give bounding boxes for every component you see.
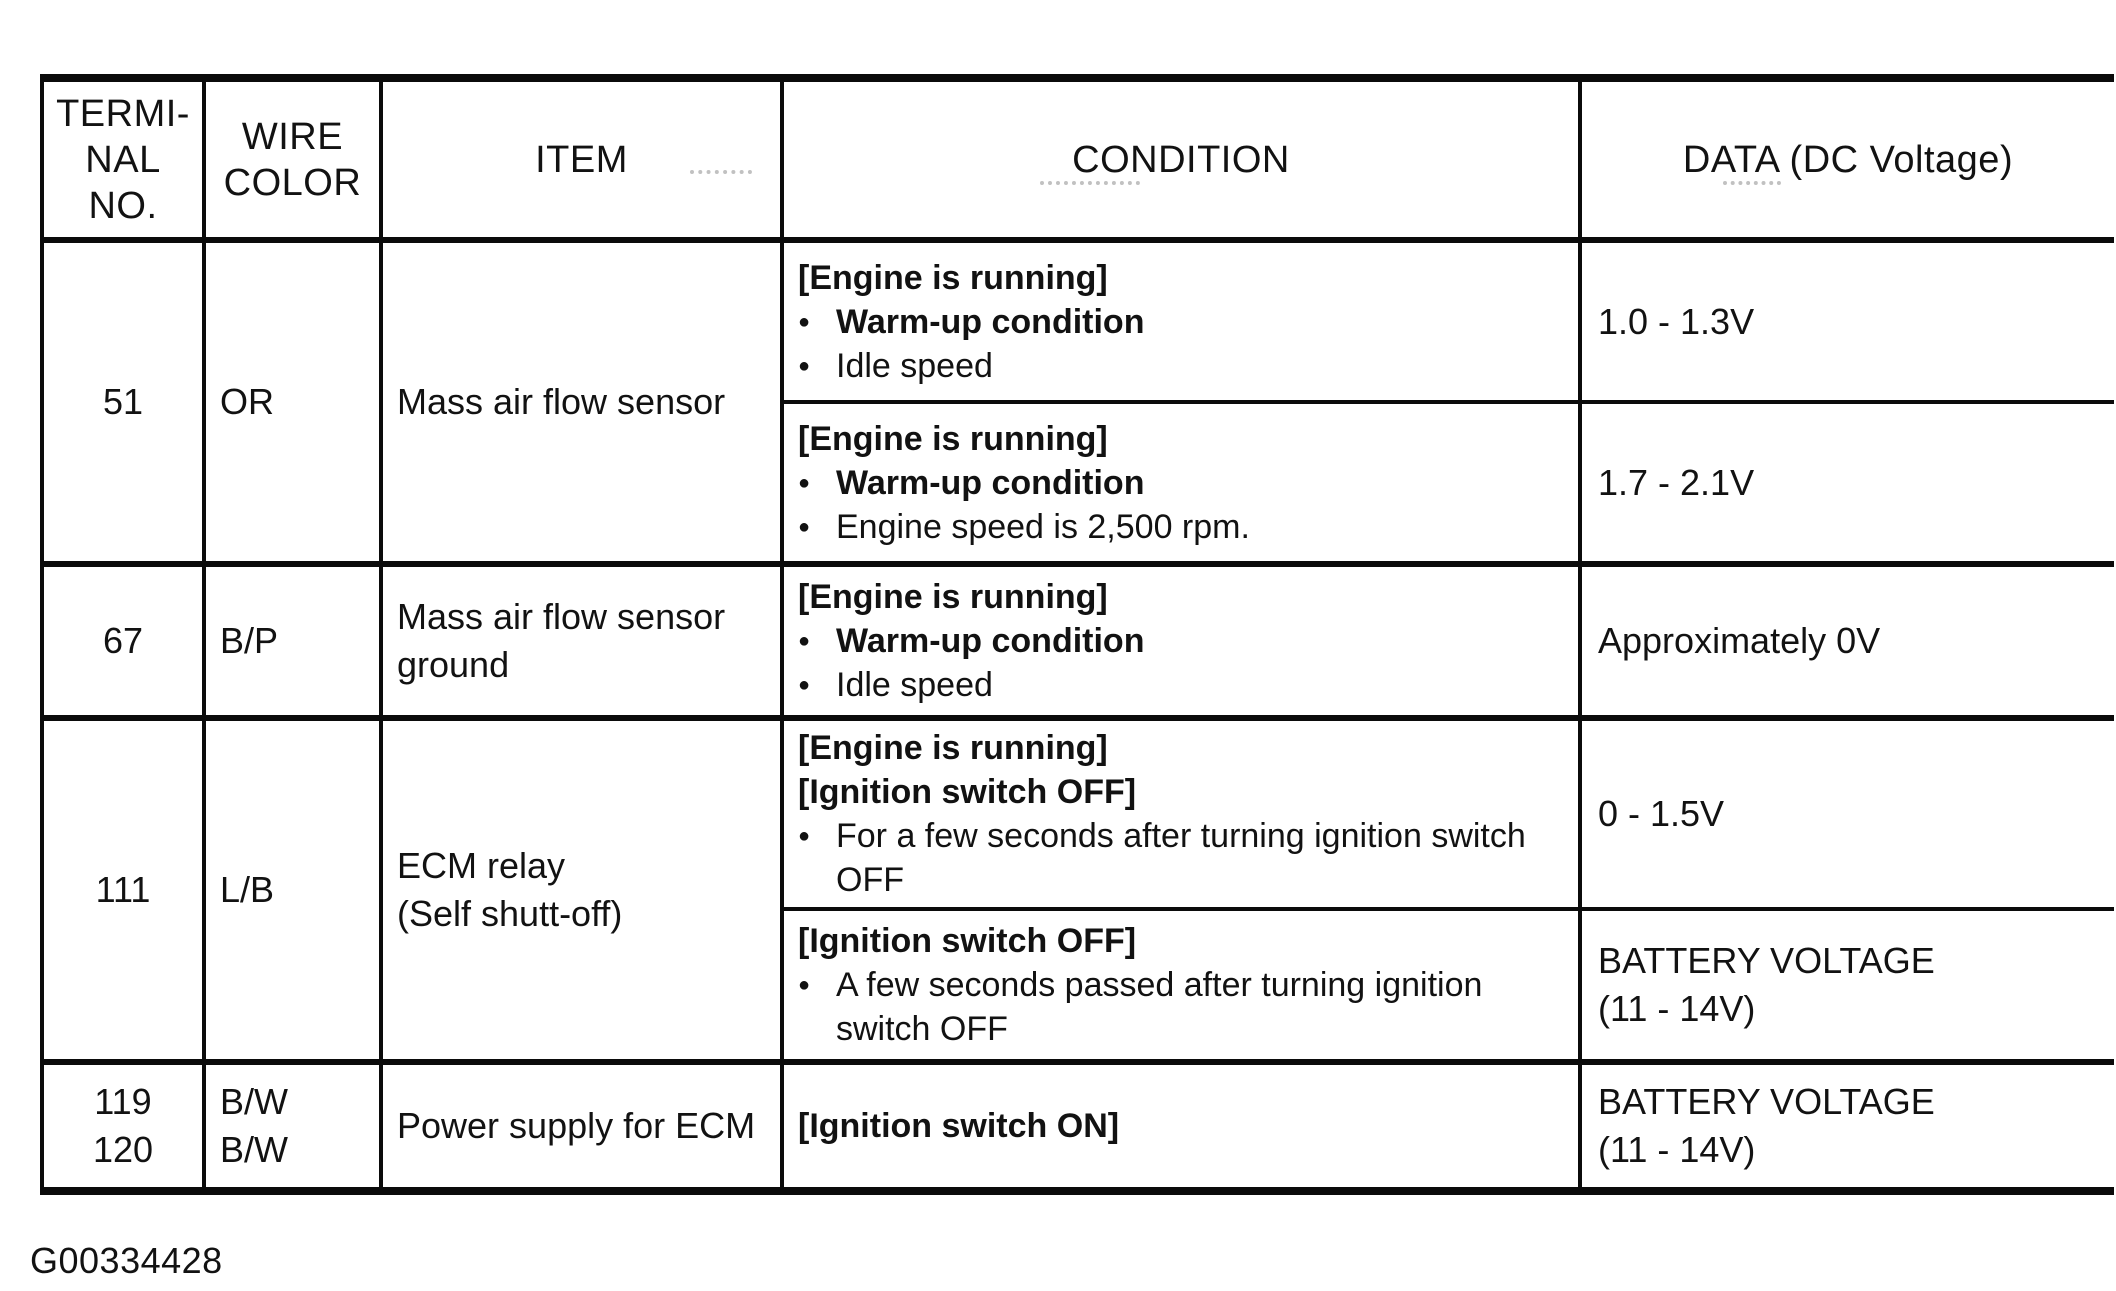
condition-line: [Ignition switch OFF] [798,922,1137,960]
condition-line: [Engine is running] [798,578,1108,616]
condition-line: ● Warm-up condition [798,461,1574,505]
scan-artifact-dots [690,170,752,174]
bullet-icon: ● [798,674,811,696]
figure-code: G00334428 [30,1240,223,1281]
condition-cell: [Ignition switch ON] [784,1065,1582,1187]
bullet-icon: ● [798,630,811,652]
table-header-row: TERMI- NAL NO. WIRE COLOR ITEM CONDITION… [44,82,2114,243]
condition-line: ● Warm-up condition [798,619,1574,663]
condition-subrow: [Ignition switch ON] BATTERY VOLTAGE (11… [784,1065,2114,1187]
condition-subrow: [Ignition switch OFF] ● A few seconds pas… [784,907,2114,1059]
terminal-cell: 51 [44,243,206,561]
condition-subrow: [Engine is running] ● Warm-up condition ●… [784,243,2114,400]
condition-line: [Engine is running] [798,419,1108,458]
condition-line: ● Engine speed is 2,500 rpm. [798,505,1574,549]
condition-line: ● For a few seconds after turning ignitio… [798,814,1574,902]
terminal-cell: 119 120 [44,1065,206,1187]
wire-color-cell: B/P [206,567,383,715]
table-row: 119 120 B/W B/W Power supply for ECM [Ig… [44,1065,2114,1187]
wire-color-cell: L/B [206,721,383,1059]
bullet-icon: ● [798,310,811,333]
wire-color-cell: OR [206,243,383,561]
header-condition: CONDITION [784,82,1582,237]
item-cell: Power supply for ECM [383,1065,784,1187]
bullet-icon: ● [798,354,811,377]
condition-cell: [Engine is running] ● Warm-up condition ●… [784,567,1582,715]
scan-artifact-dots [1040,181,1140,185]
header-item: ITEM [383,82,784,237]
scan-artifact-dots [1723,181,1781,185]
data-cell: Approximately 0V [1598,620,1881,661]
condition-line: [Ignition switch ON] [798,1107,1120,1145]
table-row: 51 OR Mass air flow sensor [Engine is ru… [44,243,2114,567]
header-terminal-no: TERMI- NAL NO. [44,82,206,237]
item-cell: ECM relay (Self shutt-off) [383,721,784,1059]
condition-cell: [Engine is running] [Ignition switch OFF… [784,721,1582,907]
condition-line: ● Warm-up condition [798,300,1574,344]
condition-line: ● Idle speed [798,344,1574,388]
condition-data-block: [Engine is running] ● Warm-up condition ●… [784,567,2114,715]
wire-color-cell: B/W B/W [206,1065,383,1187]
bullet-icon: ● [798,471,811,494]
data-cell: 0 - 1.5V [1598,793,1725,834]
header-data: DATA (DC Voltage) [1682,138,2014,181]
ecm-terminal-voltage-table: TERMI- NAL NO. WIRE COLOR ITEM CONDITION… [40,74,2114,1195]
terminal-cell: 67 [44,567,206,715]
condition-line: [Engine is running] [798,729,1108,767]
data-cell: BATTERY VOLTAGE (11 - 14V) [1598,940,1935,1029]
header-wire-color: WIRE COLOR [206,82,383,237]
condition-cell: [Engine is running] ● Warm-up condition ●… [784,404,1582,561]
table-row: 67 B/P Mass air flow sensor ground [Engi… [44,567,2114,721]
bullet-icon: ● [798,974,811,996]
condition-subrow: [Engine is running] [Ignition switch OFF… [784,721,2114,907]
condition-cell: [Ignition switch OFF] ● A few seconds pas… [784,911,1582,1059]
condition-cell: [Engine is running] ● Warm-up condition ●… [784,243,1582,400]
condition-line: [Ignition switch OFF] [798,773,1137,811]
condition-data-block: [Engine is running] [Ignition switch OFF… [784,721,2114,1059]
condition-data-block: [Ignition switch ON] BATTERY VOLTAGE (11… [784,1065,2114,1187]
item-cell: Mass air flow sensor [383,243,784,561]
condition-line: ● Idle speed [798,663,1574,707]
condition-line: [Engine is running] [798,258,1108,297]
condition-subrow: [Engine is running] ● Warm-up condition ●… [784,567,2114,715]
terminal-cell: 111 [44,721,206,1059]
item-cell: Mass air flow sensor ground [383,567,784,715]
condition-line: ● A few seconds passed after turning igni… [798,963,1574,1051]
bullet-icon: ● [798,825,811,847]
condition-data-block: [Engine is running] ● Warm-up condition ●… [784,243,2114,561]
data-cell: BATTERY VOLTAGE (11 - 14V) [1598,1081,1935,1170]
data-cell: 1.0 - 1.3V [1598,300,1755,342]
condition-subrow: [Engine is running] ● Warm-up condition ●… [784,400,2114,561]
data-cell: 1.7 - 2.1V [1598,461,1755,503]
bullet-icon: ● [798,515,811,538]
table-row: 111 L/B ECM relay (Self shutt-off) [Engi… [44,721,2114,1065]
